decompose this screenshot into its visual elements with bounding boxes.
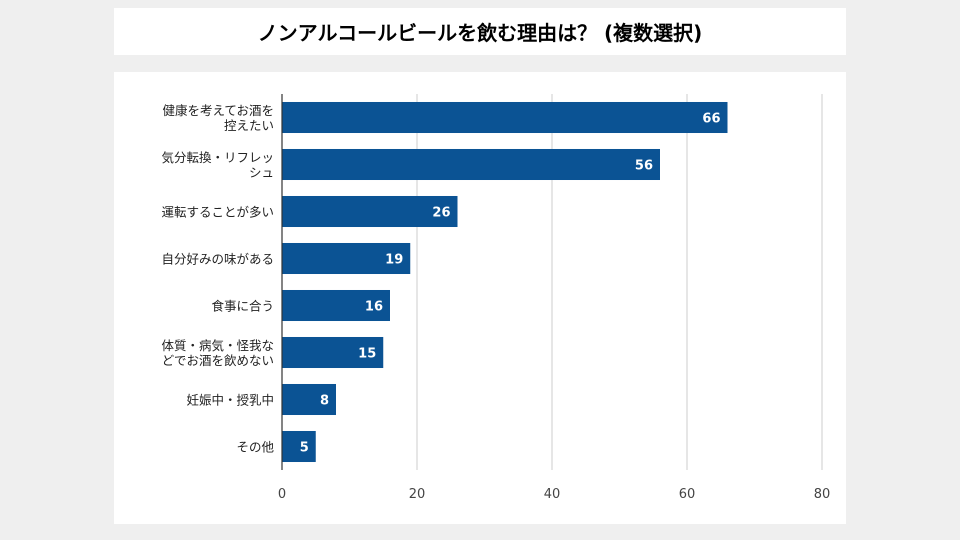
category-label-5: 体質・病気・怪我などでお酒を飲めない (161, 338, 274, 368)
bar-value-label-5: 15 (358, 347, 376, 362)
bar-2 (282, 195, 458, 228)
bar-value-label-4: 16 (365, 300, 383, 315)
chart-title-box: ノンアルコールビールを飲む理由は？ (複数選択) (114, 8, 846, 55)
category-label-line: その他 (236, 440, 274, 455)
bar-0 (282, 101, 728, 134)
category-label-line: 運転することが多い (161, 205, 274, 220)
category-label-line: 食事に合う (211, 299, 274, 314)
bar-value-label-1: 56 (635, 159, 653, 174)
bar-value-label-0: 66 (702, 112, 720, 127)
x-tick-label-60: 60 (679, 487, 696, 502)
category-label-line: 控えたい (224, 118, 274, 133)
bar-6 (282, 383, 336, 416)
bar-value-label-6: 8 (320, 394, 329, 409)
category-label-1: 気分転換・リフレッシュ (161, 150, 274, 180)
bar-1 (282, 148, 660, 181)
bar-3 (282, 242, 411, 275)
category-label-7: その他 (236, 440, 274, 455)
category-label-line: 妊娠中・授乳中 (186, 393, 274, 408)
x-tick-label-20: 20 (409, 487, 426, 502)
category-label-2: 運転することが多い (161, 205, 274, 220)
bar-5 (282, 336, 384, 369)
bar-value-label-3: 19 (385, 253, 403, 268)
category-label-0: 健康を考えてお酒を控えたい (162, 103, 274, 133)
bar-chart: 0 20 40 60 80 66 健康を考えてお酒を控えたい 56 気分転換・リフレッシュ 26 運… (161, 94, 831, 502)
category-label-6: 妊娠中・授乳中 (186, 393, 274, 408)
chart-title: ノンアルコールビールを飲む理由は？ (複数選択) (257, 21, 703, 45)
category-label-line: 健康を考えてお酒を (162, 103, 274, 118)
x-tick-label-80: 80 (814, 487, 831, 502)
category-label-3: 自分好みの味がある (161, 252, 274, 267)
bar-value-label-2: 26 (432, 206, 450, 221)
category-label-4: 食事に合う (211, 299, 274, 314)
x-tick-label-0: 0 (278, 487, 286, 502)
x-tick-label-40: 40 (544, 487, 561, 502)
category-label-line: シュ (249, 165, 274, 180)
category-label-line: 体質・病気・怪我な (161, 338, 274, 353)
category-label-line: 気分転換・リフレッ (161, 150, 274, 165)
bar-value-label-7: 5 (300, 441, 309, 456)
category-label-line: どでお酒を飲めない (162, 353, 274, 368)
chart-container: 0 20 40 60 80 66 健康を考えてお酒を控えたい 56 気分転換・リフレッシュ 26 運… (114, 72, 846, 524)
bar-4 (282, 289, 390, 322)
bar-7 (282, 430, 316, 463)
category-label-line: 自分好みの味がある (161, 252, 274, 267)
